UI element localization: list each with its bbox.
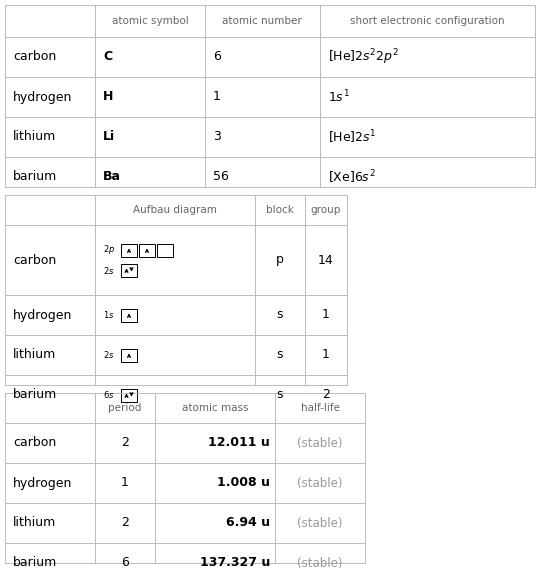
Text: atomic symbol: atomic symbol	[112, 16, 189, 26]
Text: 1.008 u: 1.008 u	[217, 476, 270, 490]
Text: group: group	[311, 205, 341, 215]
Text: $2s$: $2s$	[103, 264, 114, 276]
Text: $2p$: $2p$	[103, 244, 115, 256]
Text: period: period	[108, 403, 141, 413]
Text: lithium: lithium	[13, 348, 56, 362]
Bar	[121, 388, 137, 402]
Text: barium: barium	[13, 170, 57, 184]
Text: $2s$: $2s$	[103, 349, 114, 360]
Bar	[121, 348, 137, 362]
Bar	[121, 244, 137, 256]
Text: 1: 1	[322, 348, 330, 362]
Text: half-life: half-life	[300, 403, 339, 413]
Text: 137.327 u: 137.327 u	[200, 557, 270, 570]
Text: $[\mathrm{Xe}]6s^{2}$: $[\mathrm{Xe}]6s^{2}$	[328, 168, 376, 186]
Text: 1: 1	[121, 476, 129, 490]
Text: Ba: Ba	[103, 170, 121, 184]
Text: lithium: lithium	[13, 130, 56, 144]
Text: 56: 56	[213, 170, 229, 184]
Text: (stable): (stable)	[297, 517, 343, 530]
Bar	[157, 244, 173, 256]
Text: atomic number: atomic number	[222, 16, 302, 26]
Text: Aufbau diagram: Aufbau diagram	[133, 205, 217, 215]
Text: hydrogen: hydrogen	[13, 476, 73, 490]
Text: carbon: carbon	[13, 436, 56, 450]
Text: H: H	[103, 90, 113, 104]
Text: 3: 3	[213, 130, 221, 144]
Text: barium: barium	[13, 557, 57, 570]
Text: block: block	[266, 205, 294, 215]
Text: 2: 2	[322, 388, 330, 402]
Text: carbon: carbon	[13, 253, 56, 267]
Bar	[139, 244, 155, 256]
Text: lithium: lithium	[13, 517, 56, 530]
Text: s: s	[277, 348, 283, 362]
Text: 12.011 u: 12.011 u	[208, 436, 270, 450]
Text: (stable): (stable)	[297, 557, 343, 570]
Text: 6: 6	[213, 50, 221, 63]
Text: Li: Li	[103, 130, 115, 144]
Bar	[121, 308, 137, 321]
Text: $1s^{1}$: $1s^{1}$	[328, 89, 350, 105]
Bar	[5, 393, 365, 563]
Text: $6s$: $6s$	[103, 390, 114, 400]
Text: (stable): (stable)	[297, 476, 343, 490]
Text: short electronic configuration: short electronic configuration	[350, 16, 504, 26]
Text: 6: 6	[121, 557, 129, 570]
Text: barium: barium	[13, 388, 57, 402]
Text: carbon: carbon	[13, 50, 56, 63]
Text: s: s	[277, 308, 283, 321]
Bar	[5, 195, 347, 385]
Text: p: p	[276, 253, 284, 267]
Text: 2: 2	[121, 517, 129, 530]
Bar	[5, 5, 535, 187]
Text: C: C	[103, 50, 112, 63]
Text: hydrogen: hydrogen	[13, 308, 73, 321]
Text: (stable): (stable)	[297, 436, 343, 450]
Text: $[\mathrm{He}]2s^{2}2p^{2}$: $[\mathrm{He}]2s^{2}2p^{2}$	[328, 47, 399, 67]
Text: 6.94 u: 6.94 u	[226, 517, 270, 530]
Text: s: s	[277, 388, 283, 402]
Text: 2: 2	[121, 436, 129, 450]
Text: 1: 1	[213, 90, 221, 104]
Text: atomic mass: atomic mass	[182, 403, 248, 413]
Text: $1s$: $1s$	[103, 309, 114, 320]
Text: hydrogen: hydrogen	[13, 90, 73, 104]
Text: 14: 14	[318, 253, 334, 267]
Text: $[\mathrm{He}]2s^{1}$: $[\mathrm{He}]2s^{1}$	[328, 128, 377, 146]
Bar	[121, 264, 137, 276]
Text: 1: 1	[322, 308, 330, 321]
